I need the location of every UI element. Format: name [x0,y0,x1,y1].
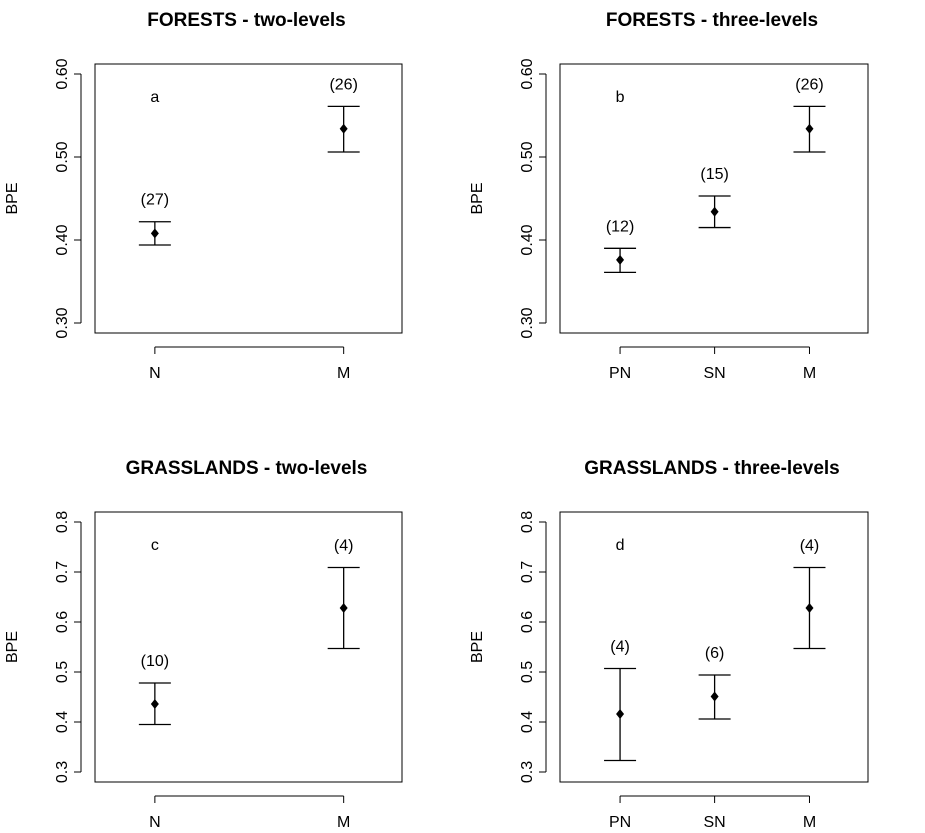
data-point-m: (26) [327,76,360,153]
chart-title: FORESTS - two-levels [147,10,345,31]
mean-marker [150,699,159,709]
sample-size-label: (4) [334,538,354,555]
mean-marker [616,254,625,265]
sample-size-label: (4) [800,538,820,555]
plot-frame [559,63,869,334]
y-tick-label: 0.7 [519,561,536,583]
mean-marker [710,206,719,217]
x-tick-label: N [149,365,161,382]
mean-marker [805,603,814,613]
plot-frame [94,511,403,783]
panel-letter: d [616,537,625,554]
sample-size-label: (12) [606,218,634,235]
x-tick-label: SN [703,814,725,831]
x-tick-label: SN [703,365,725,382]
data-point-sn: (15) [698,166,731,229]
y-tick-label: 0.30 [54,307,71,338]
sample-size-label: (6) [705,645,725,662]
data-point-m: (4) [793,538,826,650]
x-tick-label: M [803,365,816,382]
y-tick-label: 0.3 [519,761,536,783]
y-tick-label: 0.8 [519,511,536,533]
y-tick-label: 0.3 [54,761,71,783]
data-point-n: (10) [138,653,171,726]
y-axis-title: BPE [4,182,21,214]
y-tick-label: 0.8 [54,511,71,533]
panel-letter: b [616,89,625,106]
y-tick-label: 0.7 [54,561,71,583]
sample-size-label: (10) [141,653,169,670]
x-tick-label: M [803,814,816,831]
chart-panel-c: GRASSLANDS - two-levels 0.3 0.4 0.5 0.6 0.7 0.… [4,458,403,831]
y-tick-label: 0.50 [519,141,536,172]
data-point-m: (26) [793,76,826,153]
sample-size-label: (26) [795,76,823,93]
y-tick-label: 0.6 [54,611,71,633]
data-point-pn: (4) [604,639,637,762]
mean-marker [150,228,159,239]
data-point-m: (4) [327,538,360,650]
sample-size-label: (15) [700,166,728,183]
y-tick-label: 0.60 [54,58,71,89]
y-axis-title: BPE [4,631,21,663]
chart-title: FORESTS - three-levels [606,10,818,31]
y-tick-label: 0.40 [54,224,71,255]
plot-frame [559,511,869,783]
sample-size-label: (27) [141,192,169,209]
y-tick-label: 0.60 [519,58,536,89]
y-tick-label: 0.4 [519,711,536,733]
mean-marker [710,691,719,702]
chart-panel-b: FORESTS - three-levels 0.30 0.40 0.50 0.60 BP… [469,10,869,382]
data-point-pn: (12) [604,218,637,274]
mean-marker [339,123,348,134]
sample-size-label: (4) [610,639,630,656]
y-tick-label: 0.5 [54,661,71,683]
plot-frame [94,63,403,334]
mean-marker [805,123,814,134]
y-axis-title: BPE [469,182,486,214]
x-tick-label: M [337,814,350,831]
chart-title: GRASSLANDS - three-levels [584,458,840,479]
mean-marker [616,709,625,719]
x-tick-label: M [337,365,350,382]
data-point-sn: (6) [698,645,731,720]
y-tick-label: 0.5 [519,661,536,683]
panel-letter: a [150,89,159,106]
x-tick-label: PN [609,814,631,831]
y-tick-label: 0.40 [519,224,536,255]
x-tick-label: N [149,814,161,831]
y-tick-label: 0.6 [519,611,536,633]
mean-marker [339,603,348,613]
y-axis-title: BPE [469,631,486,663]
y-tick-label: 0.4 [54,711,71,733]
chart-panel-d: GRASSLANDS - three-levels 0.3 0.4 0.5 0.6 0.7… [469,458,869,831]
chart-panel-a: FORESTS - two-levels 0.30 0.40 0.50 0.60 BPE N… [4,10,403,382]
chart-title: GRASSLANDS - two-levels [126,458,368,479]
panel-letter: c [151,537,159,554]
x-tick-label: PN [609,365,631,382]
y-tick-label: 0.50 [54,141,71,172]
data-point-n: (27) [138,192,171,246]
sample-size-label: (26) [329,76,357,93]
y-tick-label: 0.30 [519,307,536,338]
